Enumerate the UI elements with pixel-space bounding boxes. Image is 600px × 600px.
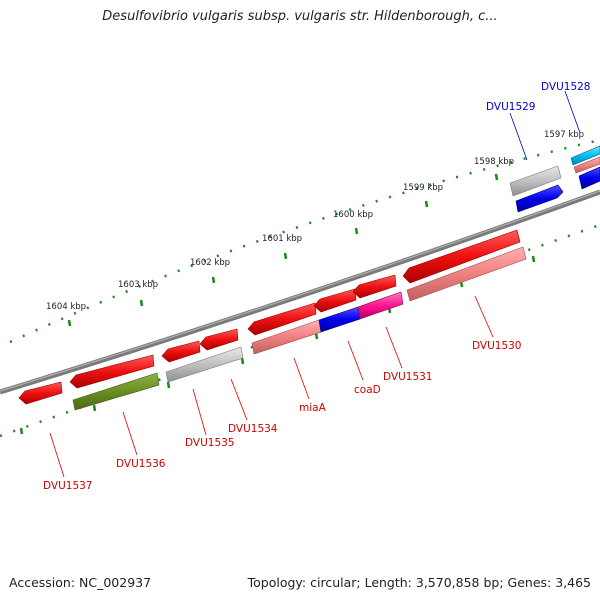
ruler-label: 1602 kbp	[190, 258, 230, 268]
leader-line-dvu1537	[49, 432, 65, 478]
ruler-label: 1599 kbp	[403, 183, 443, 193]
gene-label-dvu1536[interactable]: DVU1536	[116, 458, 166, 470]
gene-arrow-dvu1534[interactable]	[199, 328, 239, 351]
cog-bar-dvu1531	[357, 291, 404, 320]
gene-label-dvu1534[interactable]: DVU1534	[228, 423, 278, 435]
gene-arrow-miaa[interactable]	[247, 302, 317, 336]
leader-line-miaa	[293, 357, 310, 400]
leader-line-dvu1535	[192, 388, 207, 436]
ruler-label: 1598 kbp	[474, 157, 514, 167]
map-title: Desulfovibrio vulgaris subsp. vulgaris s…	[102, 9, 498, 24]
leader-line-dvu1530	[474, 295, 494, 338]
leader-line-dvu1536	[122, 411, 138, 456]
gene-label-dvu1529[interactable]: DVU1529	[486, 101, 536, 113]
gene-label-dvu1528[interactable]: DVU1528	[541, 81, 591, 93]
accession-text: Accession: NC_002937	[9, 575, 152, 590]
gene-label-miaa[interactable]: miaA	[299, 402, 327, 414]
leader-line-dvu1531	[385, 326, 403, 369]
major-tick	[424, 200, 429, 208]
gene-label-dvu1530[interactable]: DVU1530	[472, 340, 522, 352]
major-tick	[166, 381, 171, 389]
cog-bar-dvu1536	[72, 372, 160, 411]
leader-line-dvu1534	[230, 378, 248, 421]
gene-arrow-dvu1529[interactable]	[515, 184, 564, 213]
ruler-label: 1603 kbp	[118, 280, 158, 290]
gene-arrow-dvu1536[interactable]	[69, 354, 155, 389]
gene-arrow-dvu1531[interactable]	[352, 274, 397, 299]
major-tick	[67, 319, 72, 327]
ruler-label: 1604 kbp	[46, 302, 86, 312]
major-tick	[211, 276, 216, 284]
gene-arrow-dvu1530[interactable]	[402, 229, 521, 284]
gene-label-dvu1531[interactable]: DVU1531	[383, 371, 433, 383]
gene-arrow-dvu1528[interactable]	[578, 166, 600, 190]
leader-line-dvu1528	[564, 90, 581, 134]
cog-bar-dvu1528-pink	[573, 156, 600, 174]
inner-major-ticks	[19, 255, 536, 435]
major-tick	[139, 299, 144, 307]
major-tick	[92, 404, 97, 412]
major-tick	[240, 357, 245, 365]
gene-arrow-coad[interactable]	[313, 288, 357, 313]
gene-label-dvu1537[interactable]: DVU1537	[43, 480, 93, 492]
leader-line-coad	[347, 340, 364, 381]
gene-label-dvu1535[interactable]: DVU1535	[185, 437, 235, 449]
leader-line-dvu1529	[509, 112, 528, 161]
ruler-label: 1597 kbp	[544, 130, 584, 140]
cog-bar-dvu1529	[509, 165, 562, 197]
major-tick	[354, 227, 359, 235]
gene-arrow-dvu1537[interactable]	[18, 381, 63, 405]
cog-bar-dvu1528-cyan	[570, 145, 600, 166]
cog-bar-dvu1535	[165, 346, 244, 383]
gene-arrow-dvu1535[interactable]	[161, 340, 201, 363]
genome-summary-text: Topology: circular; Length: 3,570,858 bp…	[247, 575, 591, 590]
major-tick	[19, 427, 24, 435]
cog-bar-dvu1530	[406, 246, 527, 302]
major-tick	[531, 255, 536, 263]
ruler-label: 1600 kbp	[333, 210, 373, 220]
major-tick	[494, 173, 499, 181]
major-tick	[314, 332, 319, 340]
genome-backbone-highlight	[0, 190, 600, 392]
major-tick	[283, 252, 288, 260]
gene-label-coad[interactable]: coaD	[354, 384, 381, 396]
genome-backbone	[0, 189, 600, 395]
major-ticks	[67, 173, 499, 327]
ruler-label: 1601 kbp	[262, 234, 302, 244]
